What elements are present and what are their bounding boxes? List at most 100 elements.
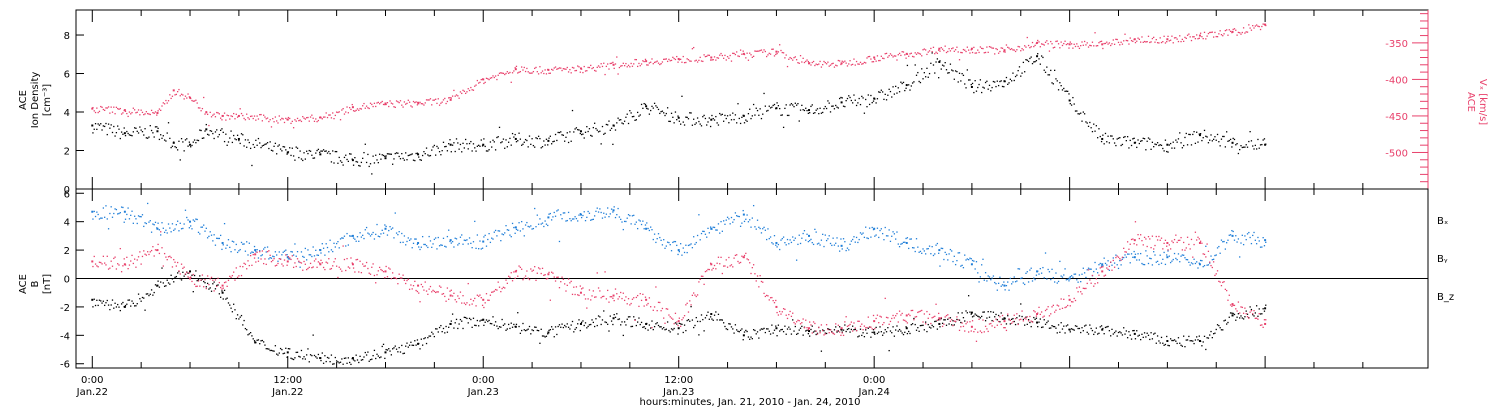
bx-sample bbox=[1029, 321, 1031, 324]
ion-density-sample bbox=[1076, 110, 1078, 112]
bz-sample bbox=[105, 264, 107, 266]
bz-sample bbox=[204, 279, 206, 281]
ion-density-sample bbox=[162, 135, 164, 137]
ion-density-sample bbox=[587, 130, 589, 133]
bx-sample bbox=[1051, 324, 1053, 327]
vx-point bbox=[482, 78, 485, 81]
vx-sample bbox=[1112, 39, 1114, 41]
bx-sample bbox=[139, 298, 141, 300]
vx-sample bbox=[170, 97, 172, 100]
ion-density-sample bbox=[1159, 144, 1161, 146]
bz-sample bbox=[975, 340, 978, 342]
by-sample bbox=[832, 237, 834, 239]
by-sample bbox=[553, 211, 555, 214]
ion-density-sample bbox=[579, 132, 581, 135]
vx-sample bbox=[756, 50, 759, 52]
bx-sample bbox=[209, 287, 211, 289]
ion-density-sample bbox=[620, 119, 622, 121]
by-sample bbox=[587, 210, 589, 213]
vx-sample bbox=[1083, 40, 1086, 43]
bx-sample bbox=[859, 328, 862, 330]
bx-sample bbox=[593, 325, 596, 328]
bz-sample bbox=[355, 259, 357, 261]
bz-sample bbox=[1076, 287, 1078, 289]
by-sample bbox=[1038, 273, 1040, 275]
bx-sample bbox=[1246, 313, 1249, 315]
ion-density-sample bbox=[1196, 131, 1198, 133]
bz-sample bbox=[1259, 324, 1262, 326]
bz-sample bbox=[586, 307, 588, 309]
bx-sample bbox=[526, 329, 528, 331]
by-sample bbox=[380, 233, 382, 235]
vx-sample bbox=[311, 114, 313, 116]
bz-sample bbox=[1026, 316, 1028, 318]
bx-sample bbox=[646, 322, 648, 325]
vx-point bbox=[645, 60, 648, 63]
ion-density-sample bbox=[478, 144, 480, 146]
bz-sample bbox=[130, 260, 132, 262]
ion-density-sample bbox=[995, 85, 997, 88]
ion-density-sample bbox=[994, 81, 996, 83]
by-sample bbox=[871, 226, 873, 229]
by-sample bbox=[1184, 257, 1186, 259]
by-sample bbox=[885, 235, 888, 237]
vx-sample bbox=[1076, 43, 1078, 45]
bz-sample bbox=[139, 251, 141, 253]
vx-sample bbox=[857, 63, 859, 65]
bx-sample bbox=[560, 326, 562, 328]
bz-sample bbox=[627, 298, 630, 300]
vx-sample bbox=[885, 52, 888, 55]
ion-density-point bbox=[1101, 137, 1104, 140]
ion-density-sample bbox=[1059, 82, 1061, 84]
ion-density-sample bbox=[247, 139, 249, 141]
bx-sample bbox=[983, 311, 985, 313]
bz-sample bbox=[997, 320, 1000, 323]
bx-sample bbox=[135, 305, 137, 307]
bz-sample bbox=[315, 258, 317, 260]
bz-sample bbox=[593, 296, 596, 298]
bz-sample bbox=[1249, 311, 1251, 313]
ion-density-sample bbox=[291, 147, 293, 149]
bx-sample bbox=[1014, 323, 1017, 326]
vx-sample bbox=[698, 59, 700, 62]
ion-density-sample bbox=[780, 114, 782, 116]
vx-sample bbox=[926, 53, 928, 56]
vx-sample bbox=[1009, 48, 1011, 51]
bz-sample bbox=[186, 271, 188, 274]
ion-density-sample bbox=[956, 70, 958, 73]
bz-sample bbox=[1250, 310, 1253, 312]
by-sample bbox=[732, 221, 734, 223]
bz-sample bbox=[562, 278, 565, 280]
bz-sample bbox=[1116, 255, 1118, 257]
bx-sample bbox=[716, 319, 718, 321]
vx-sample bbox=[1050, 40, 1052, 43]
bz-sample bbox=[478, 295, 480, 297]
ion-density-sample bbox=[549, 135, 551, 137]
bx-sample bbox=[126, 303, 128, 305]
bz-sample bbox=[1133, 243, 1135, 245]
by-sample bbox=[315, 249, 317, 251]
bx-sample bbox=[479, 320, 481, 322]
vx-sample bbox=[539, 66, 541, 68]
vx-sample bbox=[1073, 43, 1075, 45]
vx-sample bbox=[479, 81, 481, 84]
bz-sample bbox=[1044, 309, 1047, 312]
bx-point bbox=[221, 291, 224, 294]
vx-sample bbox=[132, 107, 134, 109]
vx-sample bbox=[1232, 28, 1234, 31]
bx-sample bbox=[204, 282, 206, 284]
bx-sample bbox=[548, 329, 550, 332]
bz-sample bbox=[827, 328, 829, 331]
bz-series bbox=[91, 221, 1267, 342]
bz-sample bbox=[171, 266, 174, 268]
by-sample bbox=[312, 246, 314, 248]
by-sample bbox=[320, 252, 322, 254]
by-sample bbox=[433, 238, 436, 241]
bx-sample bbox=[347, 357, 350, 359]
top-ytick-label: 6 bbox=[64, 70, 70, 81]
ion-density-sample bbox=[823, 107, 825, 110]
by-sample bbox=[466, 239, 468, 241]
ion-density-sample bbox=[733, 118, 735, 121]
vx-sample bbox=[255, 119, 257, 121]
by-sample bbox=[1059, 260, 1061, 263]
